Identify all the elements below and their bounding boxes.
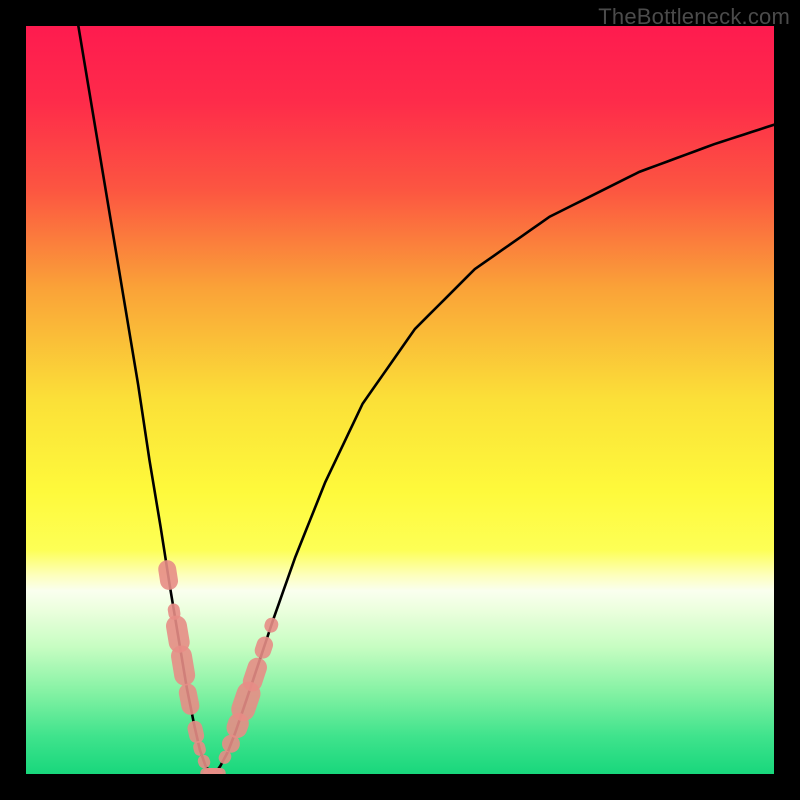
watermark-text: TheBottleneck.com — [598, 4, 790, 30]
bottleneck-chart — [0, 0, 800, 800]
chart-frame: TheBottleneck.com — [0, 0, 800, 800]
gradient-background — [26, 26, 774, 774]
